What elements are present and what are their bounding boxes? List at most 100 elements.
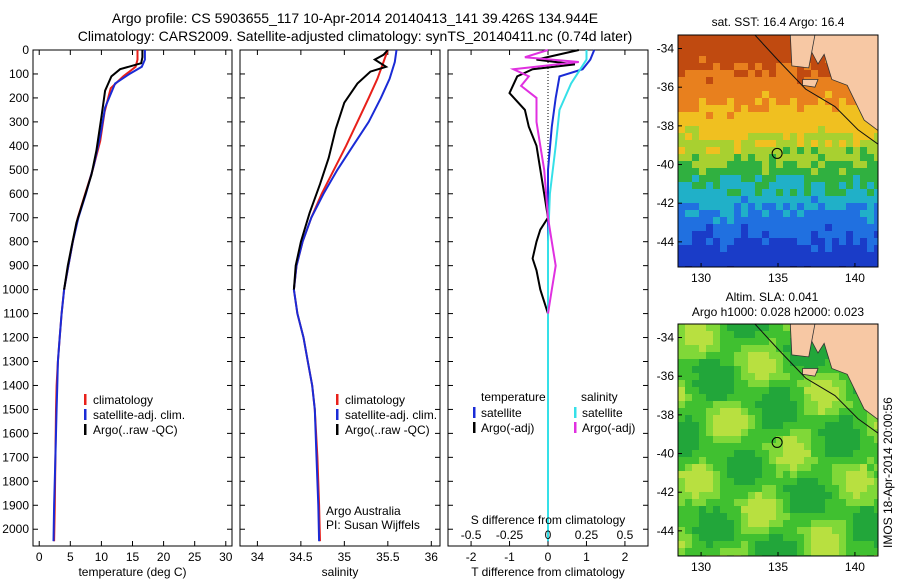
y-tick-label: 800 [9,235,29,249]
series-s_satellite [547,50,588,542]
y-tick-label: 500 [9,163,29,177]
credit-note: Argo Australia [326,504,401,518]
legend-entry: climatology [345,393,405,407]
legend-swatch [84,394,87,405]
difference-xlabel: T difference from climatology [471,565,625,579]
sla-map: 130 135 140 -34 -36 -38 -40 -42 -44 Altim. SLA: 0… [657,290,879,574]
salinity-xlabel: salinity [322,565,359,579]
series-s_argo [509,49,579,314]
salinity-axes-frame [239,49,441,547]
map-y-tick-label: -38 [657,119,675,133]
y-tick-label: 400 [9,139,29,153]
map-y-tick-label: -36 [657,369,675,383]
y-tick-label: 1100 [3,307,29,321]
map-x-tick-label: 130 [691,560,711,574]
x-tick-label: -1 [504,550,515,564]
y-tick-label: 1700 [2,450,29,464]
map-x-tick-label: 140 [845,271,865,285]
map-x-tick-label: 130 [691,271,711,285]
y-tick-label: 600 [9,187,29,201]
map-y-tick-label: -44 [657,524,675,538]
map-x-tick-label: 135 [768,271,788,285]
y-tick-label: 0 [22,43,29,57]
legend-entry: satellite-adj. clim. [345,408,437,422]
temperature-xlabel: temperature (deg C) [78,565,186,579]
y-tick-label: 1500 [2,402,29,416]
series-argo [292,49,389,290]
x-tick-label: 0 [545,550,552,564]
map-y-tick-label: -40 [657,158,675,172]
x-tick-label: 1 [583,550,590,564]
y-tick-label: 1200 [2,331,29,345]
difference-xlabel-top: S difference from climatology [471,513,626,527]
map-y-tick-label: -44 [657,235,675,249]
legend-swatch [574,422,577,433]
legend-entry: Argo(..raw -QC) [345,423,430,437]
sst-map-title: sat. SST: 16.4 Argo: 16.4 [712,15,845,29]
credit-note: PI: Susan Wijffels [326,518,420,532]
x-tick-label: 0 [36,550,43,564]
footer-stamp: IMOS 18-Apr-2014 20:00:56 [881,397,895,548]
legend-title-salinity: salinity [581,390,618,404]
map-x-tick-label: 135 [768,560,788,574]
y-tick-label: 200 [9,91,29,105]
y-tick-label: 1000 [2,283,29,297]
map-y-tick-label: -34 [657,42,675,56]
map-y-tick-label: -34 [657,331,675,345]
series-satellite [292,49,398,542]
argo-position-marker [771,147,783,159]
y-tick-label: 900 [9,259,29,273]
x-tick-label: 30 [219,550,233,564]
x-tick-label: 36 [425,550,439,564]
y-tick-label: 300 [9,115,29,129]
s-tick-label: 0.25 [575,528,599,542]
legend-swatch [336,424,339,435]
sla-map-title-2: Argo h1000: 0.028 h2000: 0.023 [692,305,864,319]
s-tick-label: 0 [545,528,552,542]
x-tick-label: 34.5 [289,550,313,564]
map-y-tick-label: -42 [657,196,675,210]
x-tick-label: 5 [67,550,74,564]
island [802,79,819,88]
y-tick-label: 1600 [2,426,29,440]
legend-swatch [574,407,577,418]
legend-entry: Argo(-adj) [481,421,534,435]
x-tick-label: 2 [622,550,629,564]
x-tick-label: 34 [251,550,265,564]
series-argo [63,50,144,290]
island [802,368,819,377]
y-tick-label: 1900 [2,498,29,512]
legend-entry: Argo(-adj) [582,421,635,435]
s-tick-label: -0.25 [496,528,524,542]
legend-entry: satellite [582,406,623,420]
s-tick-label: -0.5 [461,528,482,542]
temperature-axes-frame [32,49,233,547]
legend-swatch [336,409,339,420]
map_sst-field [678,35,878,267]
temperature-profile-chart: 0 5 10 15 20 25 300100200300400500600700800900… [2,43,232,579]
legend-swatch [84,409,87,420]
legend-swatch [84,424,87,435]
x-tick-label: 20 [157,550,171,564]
argo-position-marker [771,436,783,448]
difference-profile-chart: -2 -1 0 1 2T difference from climatology -0.5… [447,49,649,579]
land-mass [802,324,878,421]
sst-map: 130 135 140 -34 -36 -38 -40 -42 -44 sat. SST: 16.… [657,15,879,285]
x-tick-label: 10 [95,550,109,564]
y-tick-label: 1800 [2,474,29,488]
title-line-2: Climatology: CARS2009. Satellite-adjuste… [78,28,633,44]
map_sla-field [678,324,878,556]
shelf-contour [754,35,878,145]
y-tick-label: 1400 [2,378,29,392]
peninsula [789,35,816,69]
legend-title-temperature: temperature [481,390,546,404]
map-y-tick-label: -36 [657,80,675,94]
map-y-tick-label: -40 [657,447,675,461]
x-tick-label: 35.5 [376,550,400,564]
y-tick-label: 1300 [2,354,29,368]
legend-swatch [336,394,339,405]
y-tick-label: 2000 [2,522,29,536]
series-t_argo [508,49,580,314]
legend-entry: Argo(..raw -QC) [93,423,178,437]
